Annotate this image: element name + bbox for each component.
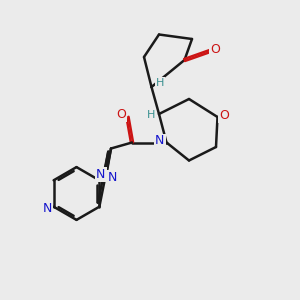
Text: H: H <box>156 77 164 88</box>
Text: N: N <box>155 134 165 148</box>
Text: N: N <box>96 168 106 181</box>
Text: H: H <box>146 110 155 121</box>
Text: O: O <box>117 107 126 121</box>
Text: N: N <box>108 171 117 184</box>
Text: O: O <box>219 109 229 122</box>
Text: N: N <box>42 202 52 215</box>
Text: O: O <box>211 43 220 56</box>
